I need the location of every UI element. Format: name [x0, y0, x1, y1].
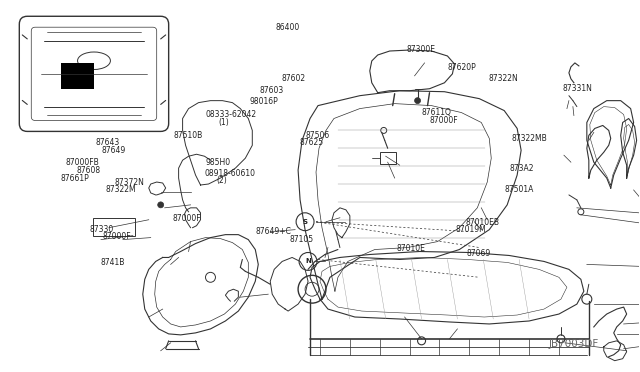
Text: 87603: 87603 [259, 86, 284, 95]
Text: S: S [303, 219, 308, 225]
Text: JB7003DF: JB7003DF [548, 339, 598, 349]
Text: 8741B: 8741B [100, 258, 125, 267]
Text: 87322N: 87322N [489, 74, 518, 83]
Text: 86400: 86400 [275, 23, 300, 32]
Text: 87649: 87649 [101, 146, 125, 155]
Circle shape [157, 202, 164, 208]
Text: 873A2: 873A2 [510, 164, 534, 173]
Text: 08333-62042: 08333-62042 [205, 110, 257, 119]
Text: 87602: 87602 [282, 74, 306, 83]
Text: (2): (2) [216, 176, 227, 185]
Text: 87611Q: 87611Q [422, 108, 452, 117]
Circle shape [298, 275, 326, 303]
Text: 87661P: 87661P [60, 174, 89, 183]
Text: 08918-60610: 08918-60610 [204, 169, 255, 177]
Text: 87000FB: 87000FB [65, 157, 99, 167]
Text: 87010EB: 87010EB [465, 218, 499, 227]
Text: 87000F: 87000F [172, 214, 201, 222]
Text: 87322M: 87322M [105, 185, 136, 194]
Text: 87322MB: 87322MB [511, 134, 547, 143]
Text: 87300E: 87300E [406, 45, 435, 54]
Circle shape [415, 98, 420, 104]
Text: 87010E: 87010E [396, 244, 426, 253]
Polygon shape [370, 50, 454, 93]
Text: 87019M: 87019M [456, 225, 486, 234]
FancyBboxPatch shape [19, 16, 169, 131]
Text: N: N [305, 259, 311, 264]
Ellipse shape [77, 52, 111, 70]
Text: (1): (1) [218, 118, 228, 127]
Text: 985H0: 985H0 [205, 157, 230, 167]
Circle shape [578, 209, 584, 215]
Circle shape [305, 282, 319, 296]
Text: 87000F: 87000F [102, 232, 131, 241]
Text: 87649+C: 87649+C [255, 227, 291, 236]
Circle shape [381, 128, 387, 134]
Text: 87105: 87105 [289, 235, 314, 244]
Text: 87620P: 87620P [447, 63, 476, 72]
Bar [61, 63, 94, 89]
Text: 87643: 87643 [96, 138, 120, 147]
Circle shape [417, 337, 426, 345]
Text: 87625: 87625 [300, 138, 324, 147]
Bar [93, 218, 135, 235]
Text: 98016P: 98016P [250, 97, 278, 106]
Text: 87000F: 87000F [429, 116, 458, 125]
Text: 87501A: 87501A [505, 185, 534, 194]
Text: 87510B: 87510B [173, 131, 203, 140]
Circle shape [582, 294, 592, 304]
Circle shape [299, 253, 317, 270]
Text: 87330: 87330 [90, 225, 113, 234]
Text: 87506: 87506 [306, 131, 330, 140]
Circle shape [296, 213, 314, 231]
Bar [380, 152, 396, 164]
Circle shape [205, 272, 216, 282]
Circle shape [557, 335, 565, 343]
Text: 87608: 87608 [77, 166, 100, 174]
Text: 87331N: 87331N [562, 84, 592, 93]
Text: 87069: 87069 [467, 249, 491, 258]
Text: 87372N: 87372N [115, 178, 145, 187]
